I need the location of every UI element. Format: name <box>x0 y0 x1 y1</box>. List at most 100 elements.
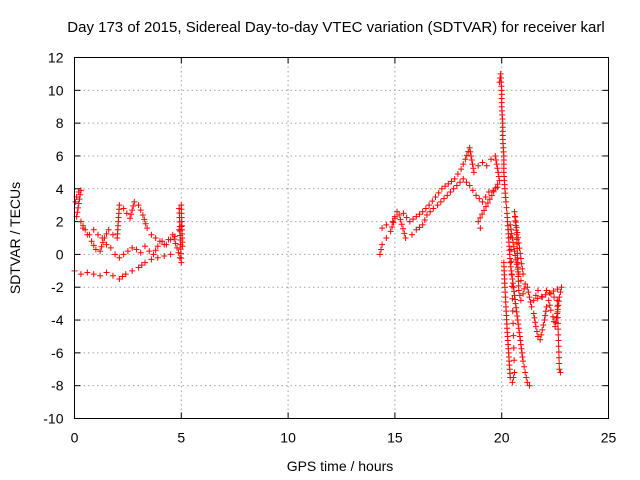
data-point <box>84 231 91 238</box>
data-point <box>530 310 537 317</box>
data-point <box>495 173 502 180</box>
data-point <box>511 357 518 364</box>
data-point <box>422 205 429 212</box>
data-point <box>454 171 461 178</box>
data-point <box>161 241 168 248</box>
y-tick-label: 8 <box>56 115 64 131</box>
data-point <box>146 248 153 255</box>
data-point <box>541 317 548 324</box>
data-point <box>514 317 521 324</box>
data-point <box>515 321 522 328</box>
x-tick-label: 0 <box>71 430 79 446</box>
data-point <box>419 208 426 215</box>
data-point <box>84 269 91 276</box>
data-point <box>509 295 516 302</box>
x-tick-label: 15 <box>387 430 403 446</box>
data-point <box>524 284 531 291</box>
data-point <box>135 264 142 271</box>
data-point <box>463 179 470 186</box>
data-point <box>518 345 525 352</box>
data-point <box>483 162 490 169</box>
data-point <box>507 226 514 233</box>
data-point <box>547 307 554 314</box>
data-point <box>451 175 458 182</box>
data-point <box>486 196 493 203</box>
data-point <box>129 244 136 251</box>
data-point <box>72 198 79 205</box>
data-point <box>421 216 428 223</box>
data-point <box>542 291 549 298</box>
data-point <box>423 212 430 219</box>
data-point <box>109 231 116 238</box>
data-point <box>137 207 144 214</box>
data-point <box>77 271 84 278</box>
data-point <box>509 283 516 290</box>
data-point <box>171 236 178 243</box>
series-descent-track <box>500 208 565 386</box>
data-point <box>379 225 386 232</box>
data-point <box>488 192 495 199</box>
series-early-mid-track <box>72 187 185 261</box>
data-point <box>77 187 84 194</box>
data-point <box>538 331 545 338</box>
data-point <box>98 243 105 250</box>
data-point <box>396 212 403 219</box>
data-point <box>522 280 529 287</box>
data-point <box>161 253 168 260</box>
data-point <box>401 230 408 237</box>
data-point <box>540 321 547 328</box>
data-point <box>406 218 413 225</box>
data-point <box>127 215 134 222</box>
data-point <box>554 286 561 293</box>
data-point <box>554 297 561 304</box>
data-point <box>508 271 515 278</box>
data-point <box>469 161 476 168</box>
data-point <box>398 221 405 228</box>
data-point <box>534 295 541 302</box>
data-point <box>490 188 497 195</box>
data-point <box>520 290 527 297</box>
data-point <box>532 319 539 326</box>
y-tick-label: 4 <box>56 181 64 197</box>
data-point <box>545 297 552 304</box>
data-point <box>516 329 523 336</box>
data-point <box>508 230 515 237</box>
data-point <box>533 328 540 335</box>
data-point <box>129 267 136 274</box>
data-point <box>437 198 444 205</box>
data-point <box>556 360 563 367</box>
data-point <box>475 218 482 225</box>
data-point <box>513 304 520 311</box>
data-point <box>482 203 489 210</box>
data-point <box>508 258 515 265</box>
data-point <box>531 314 538 321</box>
data-point <box>441 195 448 202</box>
data-point <box>481 207 488 214</box>
data-point <box>154 254 161 261</box>
data-point <box>138 262 145 269</box>
data-point <box>554 320 561 327</box>
y-tick-label: 12 <box>48 50 64 66</box>
data-point <box>400 210 407 217</box>
data-point <box>128 211 135 218</box>
data-point <box>552 323 559 330</box>
data-point <box>450 185 457 192</box>
data-point <box>150 251 157 258</box>
data-point <box>517 297 524 304</box>
data-point <box>509 308 516 315</box>
data-point <box>90 226 97 233</box>
data-point <box>442 183 449 190</box>
data-point <box>507 221 514 228</box>
data-point <box>550 287 557 294</box>
data-point <box>460 175 467 182</box>
x-tick-label: 25 <box>601 430 617 446</box>
data-point <box>510 288 517 295</box>
data-point <box>432 193 439 200</box>
data-point <box>532 292 539 299</box>
plot-frame <box>74 57 609 419</box>
data-point <box>129 207 136 214</box>
data-point <box>133 246 140 253</box>
data-point <box>99 239 106 246</box>
data-point <box>468 157 475 164</box>
data-point <box>521 285 528 292</box>
